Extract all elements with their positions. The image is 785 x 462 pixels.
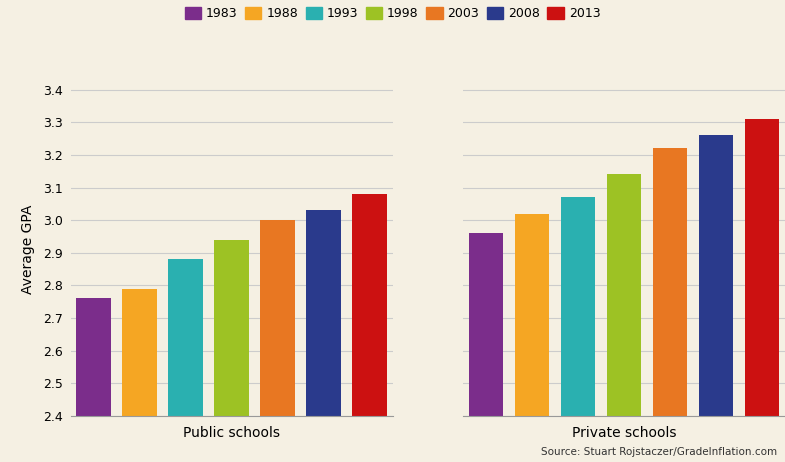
- Bar: [122, 289, 157, 416]
- Bar: [699, 135, 733, 416]
- Bar: [261, 220, 295, 416]
- Y-axis label: Average GPA: Average GPA: [21, 205, 35, 294]
- Bar: [607, 175, 641, 416]
- Text: Source: Stuart Rojstaczer/GradeInflation.com: Source: Stuart Rojstaczer/GradeInflation…: [541, 447, 777, 457]
- Bar: [653, 148, 688, 416]
- Bar: [745, 119, 780, 416]
- Bar: [76, 298, 111, 416]
- Legend: 1983, 1988, 1993, 1998, 2003, 2008, 2013: 1983, 1988, 1993, 1998, 2003, 2008, 2013: [180, 2, 605, 25]
- Bar: [214, 240, 249, 416]
- Bar: [306, 210, 341, 416]
- Bar: [560, 197, 595, 416]
- Bar: [469, 233, 503, 416]
- Bar: [168, 259, 203, 416]
- Bar: [515, 213, 550, 416]
- Bar: [352, 194, 387, 416]
